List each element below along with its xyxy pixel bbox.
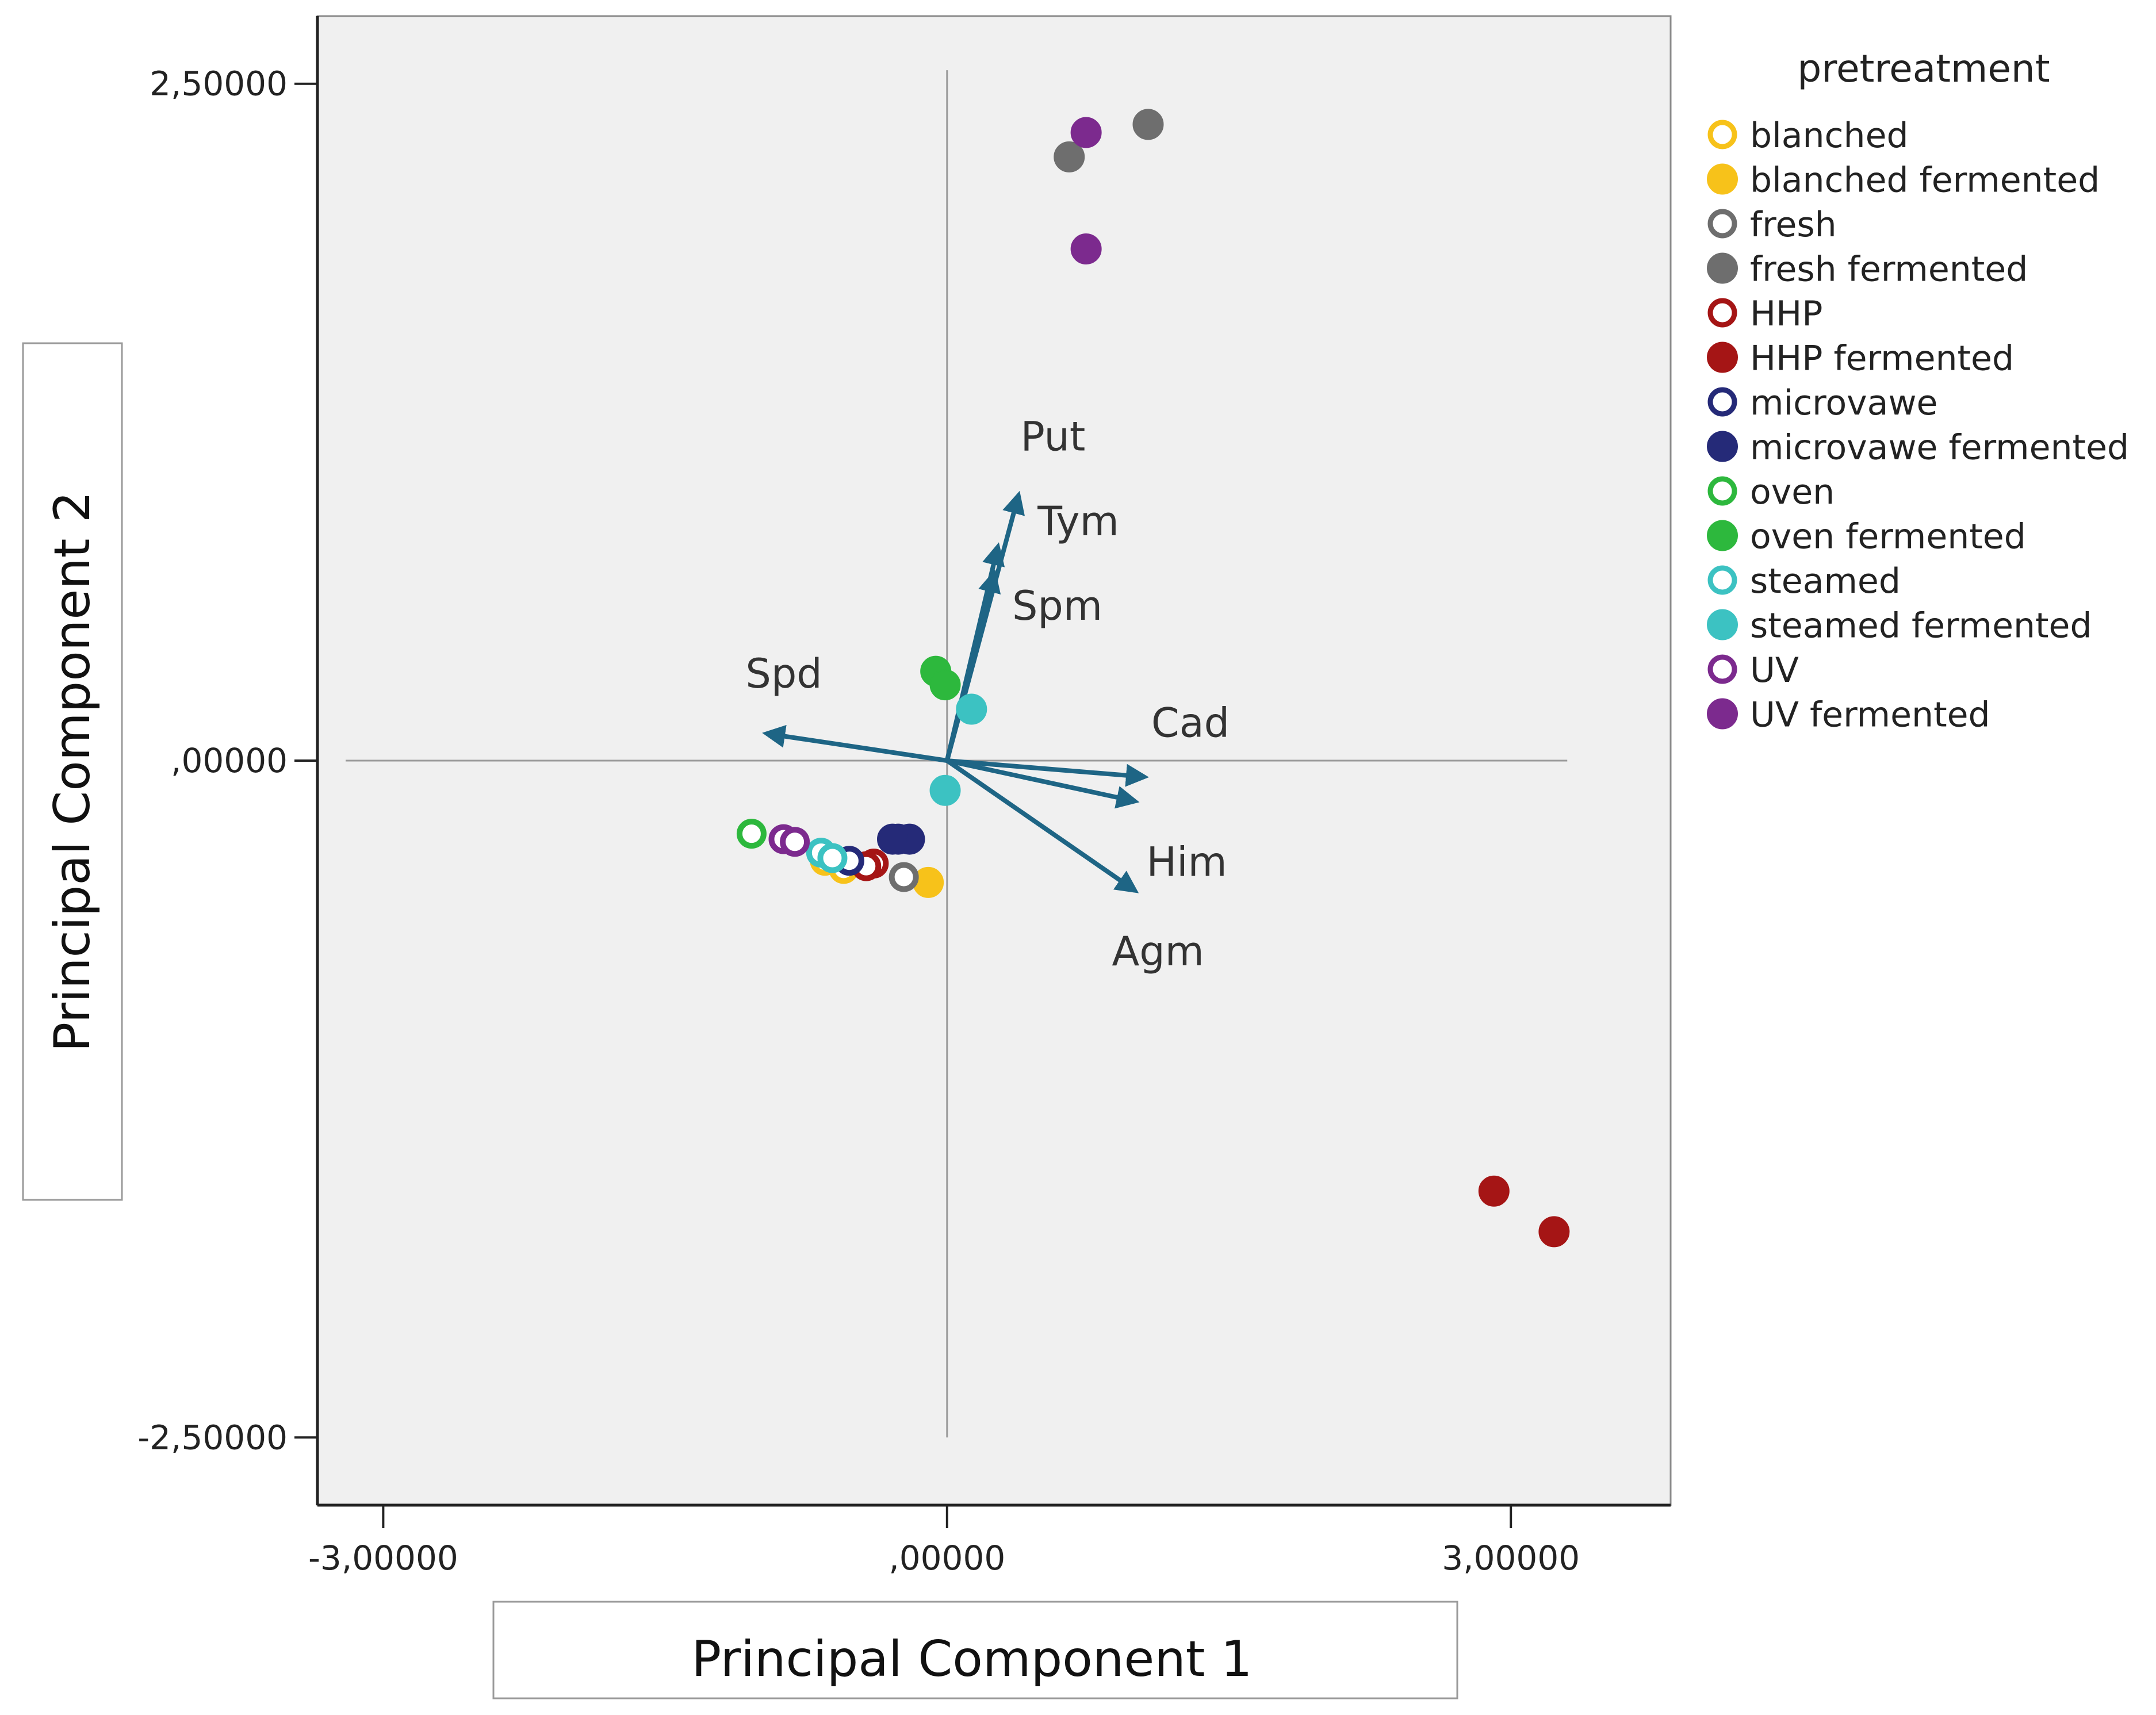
legend-entry-label: microvawe fermented [1750, 428, 2129, 468]
legend-marker [1707, 163, 1738, 195]
legend-marker [1707, 431, 1738, 462]
legend-title: pretreatment [1797, 47, 2050, 91]
loading-vector-him [946, 758, 1140, 809]
legend-marker [1707, 120, 1737, 149]
legend-entry-label: UV [1750, 650, 1799, 690]
legend-entry-label: microvawe [1750, 383, 1937, 423]
legend-marker [1707, 476, 1737, 506]
x-tick-label: -3,00000 [308, 1538, 458, 1578]
loading-vector-label: Him [1146, 839, 1227, 886]
point-oven [736, 819, 767, 849]
point-hhp-fermented [1538, 1216, 1570, 1248]
legend-entry-label: oven fermented [1750, 517, 2026, 557]
loading-vector-label: Tym [1037, 498, 1119, 545]
legend-entry-label: blanched [1750, 116, 1909, 156]
x-ticks: -3,00000 ,00000 3,00000 [308, 1505, 1580, 1578]
y-axis-title-box [22, 342, 123, 1201]
legend-marker [1707, 565, 1737, 595]
legend-marker [1707, 520, 1738, 551]
legend-marker [1707, 387, 1737, 417]
legend-entry-label: fresh [1750, 205, 1837, 245]
point-hhp-fermented [1478, 1175, 1510, 1207]
legend-marker [1707, 609, 1738, 640]
legend-entry-label: blanched fermented [1750, 160, 2100, 201]
loading-vector-spd [762, 724, 948, 763]
legend-marker [1707, 209, 1737, 239]
point-oven-fermented [929, 669, 961, 701]
y-ticks: 2,50000 ,00000 -2,50000 [137, 64, 317, 1457]
loading-vector-cad [947, 758, 1149, 787]
loading-vector-label: Spd [745, 650, 822, 697]
legend-entry-label: UV fermented [1750, 695, 1990, 735]
loading-vector-label: Spm [1012, 582, 1102, 630]
legend-marker [1707, 698, 1738, 730]
legend-entry-label: oven [1750, 472, 1835, 512]
y-axis-title: Principal Component 2 [44, 491, 101, 1052]
loading-vector-label: Agm [1112, 928, 1204, 975]
point-uv-fermented [1070, 117, 1102, 148]
point-fresh-fermented [1132, 109, 1164, 140]
legend-marker [1707, 654, 1737, 684]
legend-marker [1707, 252, 1738, 284]
legend-entry-label: steamed fermented [1750, 606, 2092, 646]
loading-vector-label: Cad [1151, 699, 1230, 746]
legend-entry-label: HHP fermented [1750, 339, 2014, 379]
y-tick-label: -2,50000 [137, 1418, 288, 1457]
legend-entry-label: fresh fermented [1750, 250, 2028, 290]
loading-vector-agm [945, 758, 1139, 893]
point-microvawe-fermented [877, 823, 909, 855]
x-axis-title-box [492, 1601, 1458, 1699]
point-uv [780, 827, 810, 857]
point-steamed [817, 843, 848, 873]
x-tick-label: 3,00000 [1442, 1538, 1580, 1578]
loading-vector-spm [944, 569, 1001, 761]
point-fresh-fermented [1054, 141, 1085, 172]
legend-marker [1707, 342, 1738, 373]
y-tick-label: ,00000 [171, 741, 288, 780]
legend-marker [1707, 298, 1737, 328]
point-steamed-fermented [929, 774, 961, 806]
x-tick-label: ,00000 [889, 1538, 1005, 1578]
point-fresh [889, 862, 919, 892]
point-steamed-fermented [956, 693, 987, 725]
point-uv-fermented [1070, 233, 1102, 264]
data-points [736, 109, 1570, 1248]
legend-entry-label: steamed [1750, 561, 1901, 601]
loading-vectors: Put Tym Spm Spd Cad Him Agm [745, 413, 1230, 976]
loading-vector-label: Put [1021, 413, 1086, 461]
legend-entry-label: HHP [1750, 294, 1822, 334]
y-tick-label: 2,50000 [150, 64, 288, 103]
x-axis-title: Principal Component 1 [691, 1630, 1252, 1688]
